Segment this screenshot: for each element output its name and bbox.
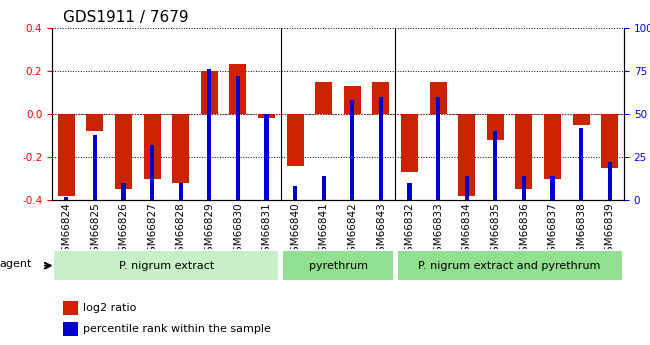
Bar bbox=[287, 114, 304, 166]
Bar bbox=[493, 131, 497, 200]
Bar bbox=[401, 114, 418, 172]
Bar bbox=[608, 162, 612, 200]
Bar bbox=[229, 64, 246, 114]
Bar bbox=[322, 176, 326, 200]
Text: percentile rank within the sample: percentile rank within the sample bbox=[83, 324, 271, 334]
Text: GSM66841: GSM66841 bbox=[318, 203, 329, 259]
Bar bbox=[522, 176, 526, 200]
Bar bbox=[86, 114, 103, 131]
Text: pyrethrum: pyrethrum bbox=[309, 261, 367, 270]
Bar bbox=[315, 81, 332, 114]
Text: GSM66825: GSM66825 bbox=[90, 203, 100, 259]
Bar bbox=[344, 86, 361, 114]
Bar bbox=[172, 114, 189, 183]
Text: GSM66831: GSM66831 bbox=[261, 203, 272, 259]
Bar bbox=[551, 176, 554, 200]
Text: GSM66826: GSM66826 bbox=[118, 203, 129, 259]
Bar bbox=[350, 100, 354, 200]
Bar bbox=[408, 183, 411, 200]
Bar bbox=[64, 322, 78, 336]
Text: P. nigrum extract: P. nigrum extract bbox=[119, 261, 214, 270]
FancyBboxPatch shape bbox=[282, 250, 394, 281]
Bar bbox=[293, 186, 297, 200]
Text: GDS1911 / 7679: GDS1911 / 7679 bbox=[64, 10, 189, 25]
Text: GSM66830: GSM66830 bbox=[233, 203, 243, 259]
Bar bbox=[487, 114, 504, 140]
FancyBboxPatch shape bbox=[53, 250, 280, 281]
Text: GSM66842: GSM66842 bbox=[347, 203, 358, 259]
Text: P. nigrum extract and pyrethrum: P. nigrum extract and pyrethrum bbox=[419, 261, 601, 270]
Text: GSM66829: GSM66829 bbox=[204, 203, 214, 259]
FancyBboxPatch shape bbox=[396, 250, 623, 281]
Text: GSM66843: GSM66843 bbox=[376, 203, 386, 259]
Text: GSM66824: GSM66824 bbox=[61, 203, 72, 259]
Bar bbox=[515, 114, 532, 189]
Text: GSM66835: GSM66835 bbox=[490, 203, 501, 259]
Bar bbox=[430, 81, 447, 114]
Bar bbox=[64, 301, 78, 315]
Bar bbox=[179, 183, 183, 200]
Bar bbox=[144, 114, 161, 179]
Text: GSM66837: GSM66837 bbox=[547, 203, 558, 259]
Bar bbox=[372, 81, 389, 114]
Text: GSM66828: GSM66828 bbox=[176, 203, 186, 259]
Bar bbox=[465, 176, 469, 200]
Text: GSM66834: GSM66834 bbox=[462, 203, 472, 259]
Text: GSM66832: GSM66832 bbox=[404, 203, 415, 259]
Bar bbox=[201, 71, 218, 114]
Text: GSM66827: GSM66827 bbox=[147, 203, 157, 259]
Bar bbox=[579, 128, 583, 200]
Bar bbox=[573, 114, 590, 125]
Text: log2 ratio: log2 ratio bbox=[83, 303, 137, 313]
Bar bbox=[93, 135, 97, 200]
Bar bbox=[150, 145, 154, 200]
Bar bbox=[64, 197, 68, 200]
Bar bbox=[265, 114, 268, 200]
Bar bbox=[58, 114, 75, 196]
Bar bbox=[379, 97, 383, 200]
Bar bbox=[207, 69, 211, 200]
Text: GSM66839: GSM66839 bbox=[604, 203, 615, 259]
Text: GSM66833: GSM66833 bbox=[433, 203, 443, 259]
Bar bbox=[458, 114, 475, 196]
Bar bbox=[115, 114, 132, 189]
Bar bbox=[122, 183, 125, 200]
Text: GSM66840: GSM66840 bbox=[290, 203, 300, 259]
Text: agent: agent bbox=[0, 259, 32, 269]
Bar bbox=[236, 76, 240, 200]
Bar bbox=[544, 114, 561, 179]
Bar bbox=[601, 114, 618, 168]
Bar bbox=[436, 97, 440, 200]
Text: GSM66838: GSM66838 bbox=[576, 203, 586, 259]
Bar bbox=[258, 114, 275, 118]
Text: GSM66836: GSM66836 bbox=[519, 203, 529, 259]
